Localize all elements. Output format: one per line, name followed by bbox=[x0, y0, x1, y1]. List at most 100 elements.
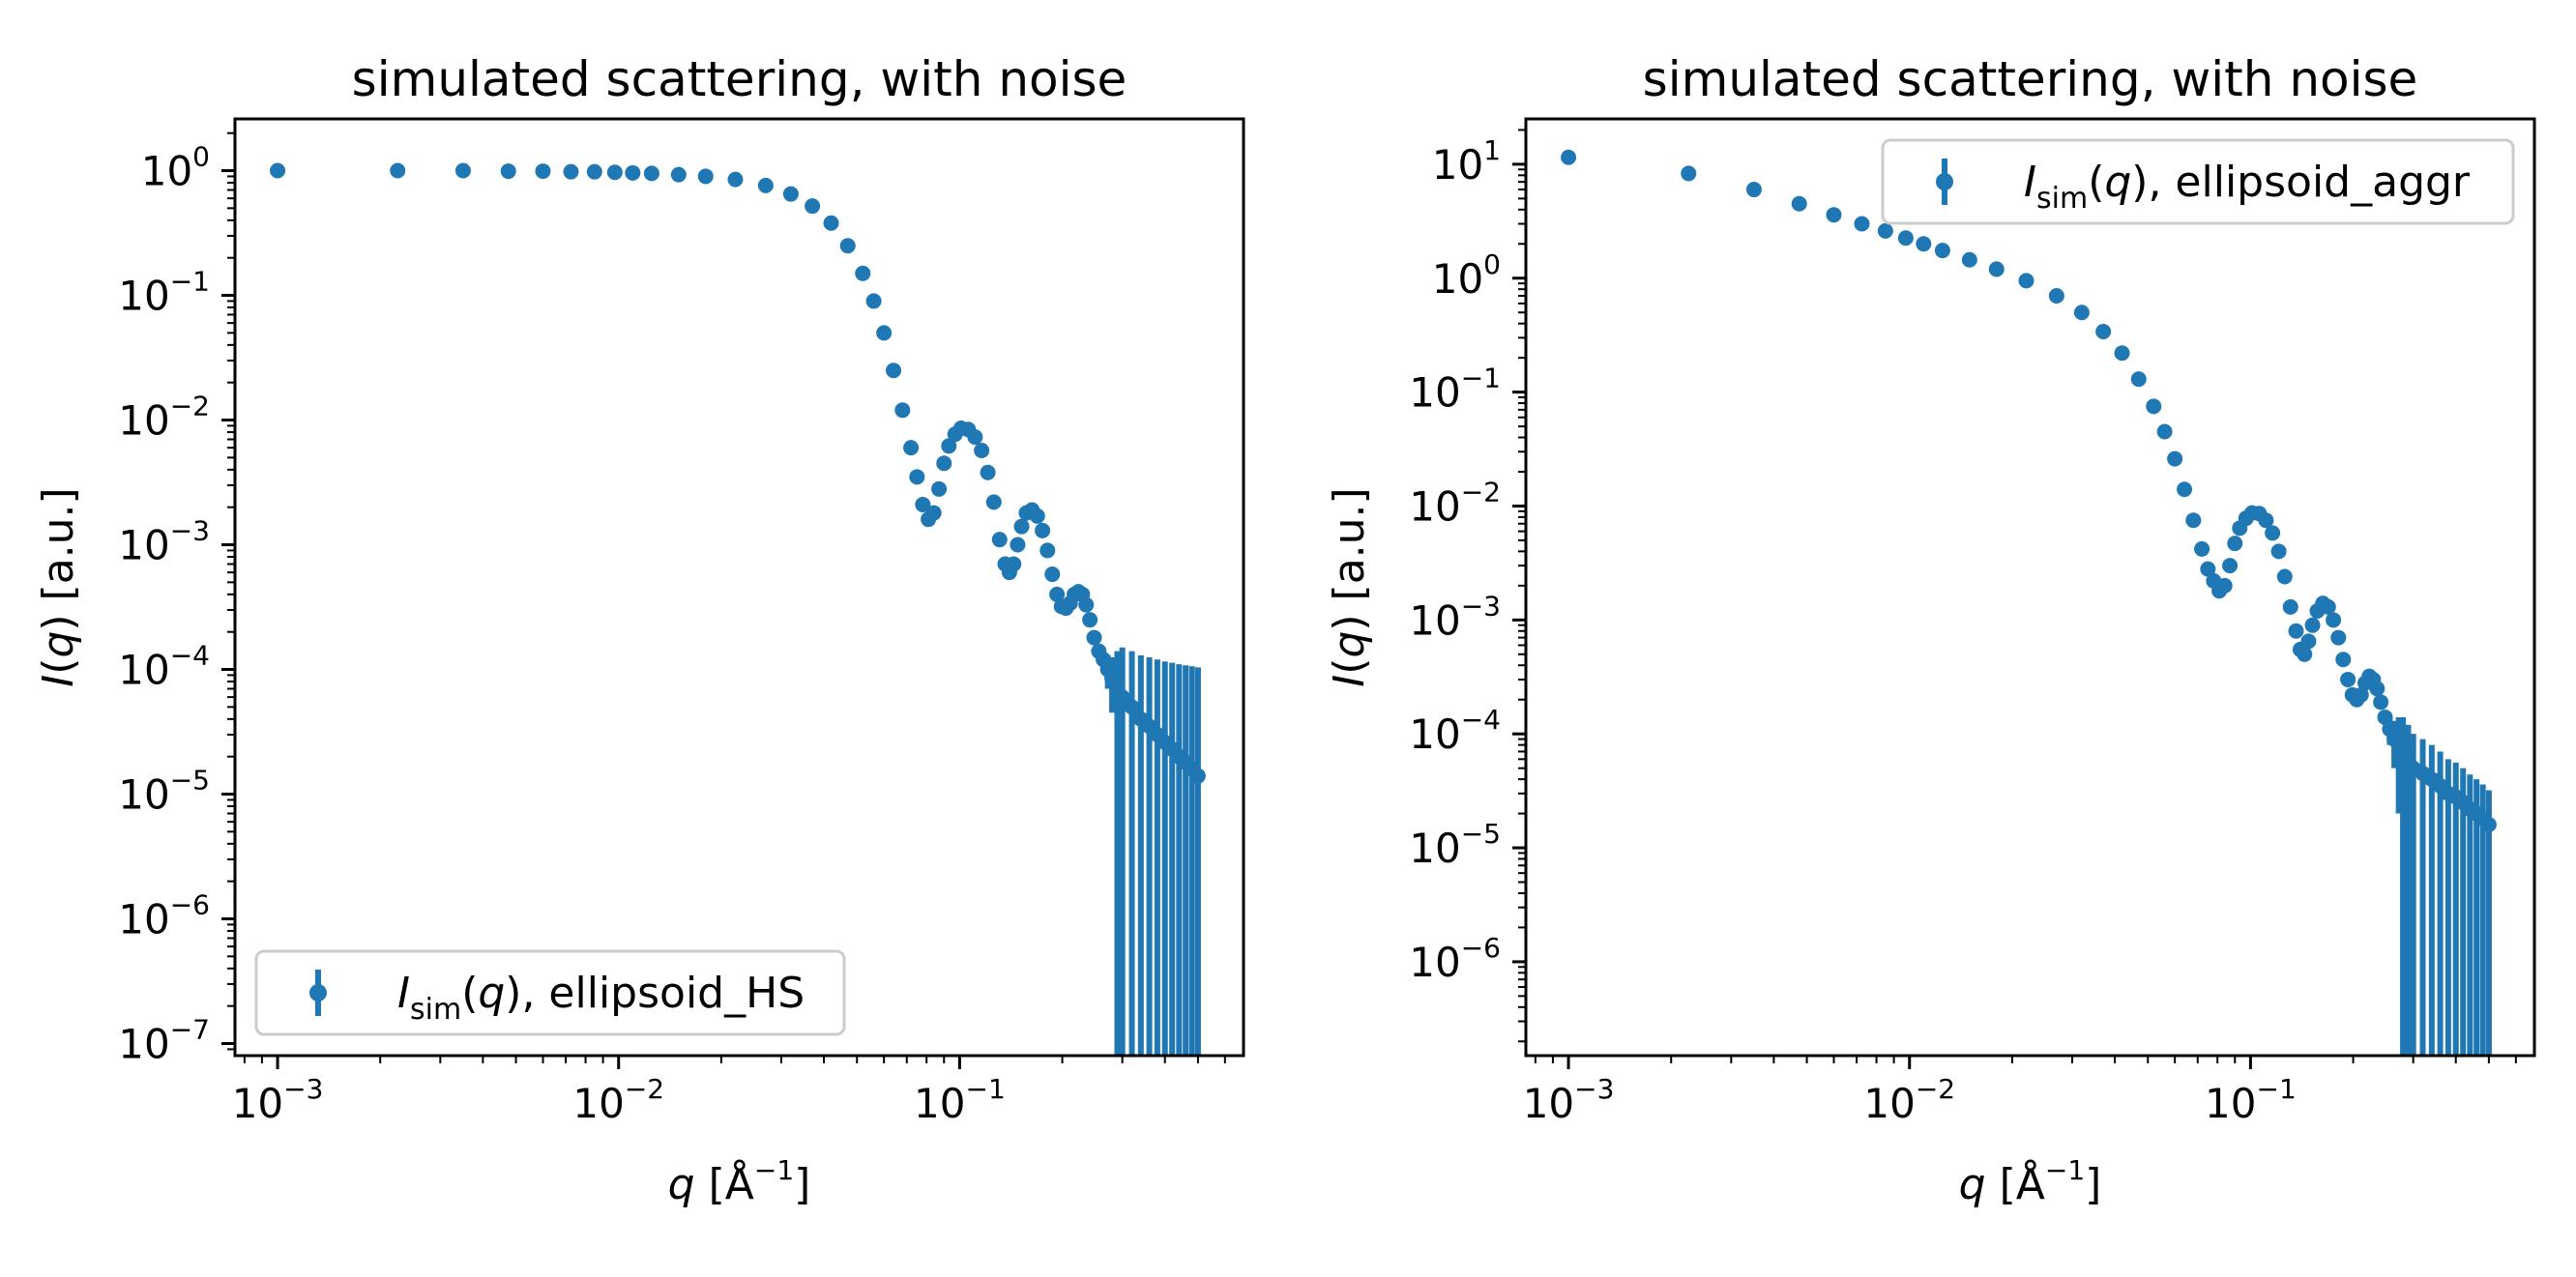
axes-frame bbox=[1524, 117, 2536, 1058]
tick-exponent: −1 bbox=[2256, 1073, 2296, 1105]
data-point bbox=[2270, 543, 2287, 560]
data-point bbox=[727, 171, 744, 188]
data-point bbox=[985, 494, 1002, 510]
data-point bbox=[1561, 149, 1577, 165]
data-point bbox=[586, 163, 602, 180]
tick-exponent: −2 bbox=[170, 391, 210, 422]
data-point bbox=[1010, 537, 1026, 553]
data-point bbox=[2320, 598, 2336, 615]
tick-base: 10 bbox=[1523, 1080, 1574, 1127]
data-point bbox=[2194, 540, 2210, 557]
data-point bbox=[1086, 629, 1102, 646]
data-point bbox=[2335, 652, 2352, 668]
y-axis-symbol: I bbox=[1325, 675, 1374, 687]
data-point bbox=[2282, 598, 2298, 615]
tick-base: 10 bbox=[1409, 369, 1460, 417]
x-tick-label: 10−2 bbox=[572, 1073, 664, 1127]
legend-subscript: sim bbox=[410, 993, 461, 1027]
tick-exponent: −4 bbox=[170, 640, 210, 672]
data-point bbox=[936, 455, 952, 472]
data-point bbox=[697, 168, 714, 185]
data-point bbox=[2222, 558, 2239, 574]
data-point bbox=[2167, 450, 2183, 467]
tick-base: 10 bbox=[141, 148, 192, 195]
legend-text: ), ellipsoid_aggr bbox=[2131, 158, 2471, 207]
tick-base: 10 bbox=[2205, 1080, 2256, 1127]
data-point bbox=[1114, 689, 1130, 706]
tick-base: 10 bbox=[1409, 825, 1460, 872]
x-tick-label: 10−2 bbox=[1863, 1073, 1955, 1127]
data-point bbox=[839, 238, 856, 254]
y-tick-label: 101 bbox=[1432, 134, 1501, 189]
y-tick-label: 10−3 bbox=[118, 515, 210, 569]
x-axis-unit-close: ] bbox=[794, 1160, 810, 1209]
axes-frame bbox=[233, 117, 1245, 1058]
data-point bbox=[1035, 522, 1051, 538]
data-point bbox=[2373, 694, 2389, 711]
y-axis-symbol: I bbox=[34, 675, 83, 687]
tick-base: 10 bbox=[232, 1080, 283, 1127]
tick-exponent: −7 bbox=[170, 1013, 210, 1045]
data-point bbox=[2177, 481, 2193, 498]
y-axis-paren-open: ( bbox=[34, 658, 83, 675]
tick-base: 10 bbox=[1863, 1080, 1915, 1127]
data-point bbox=[980, 464, 996, 480]
tick-base: 10 bbox=[118, 522, 169, 569]
tick-base: 10 bbox=[118, 896, 169, 943]
y-tick-label: 10−4 bbox=[118, 640, 210, 694]
x-axis-unit-exponent: −1 bbox=[754, 1154, 794, 1186]
data-point bbox=[903, 440, 920, 456]
x-axis-unit-close: ] bbox=[2085, 1160, 2101, 1209]
data-point bbox=[2300, 633, 2317, 650]
data-point bbox=[757, 177, 774, 193]
data-point bbox=[1854, 216, 1870, 232]
data-point bbox=[1189, 768, 1206, 784]
y-tick-label: 100 bbox=[141, 141, 210, 195]
data-point bbox=[670, 166, 687, 183]
data-point bbox=[563, 163, 579, 180]
data-point bbox=[1877, 222, 1893, 239]
tick-exponent: −3 bbox=[1574, 1073, 1614, 1105]
tick-exponent: −1 bbox=[1461, 363, 1501, 394]
data-layer bbox=[1561, 149, 2497, 1056]
y-axis-label: I(q) [a.u.] bbox=[1325, 487, 1374, 686]
x-axis-symbol: q bbox=[1959, 1160, 1986, 1209]
data-point bbox=[1029, 508, 1045, 524]
data-point bbox=[454, 162, 471, 179]
data-point bbox=[606, 164, 623, 181]
y-tick-label: 10−6 bbox=[118, 889, 210, 943]
data-point bbox=[2185, 512, 2202, 529]
tick-exponent: −2 bbox=[1916, 1073, 1955, 1105]
data-point bbox=[1897, 230, 1914, 247]
y-tick-label: 10−5 bbox=[118, 765, 210, 819]
data-point bbox=[967, 429, 983, 446]
x-axis-label: q [Å−1] bbox=[1959, 1154, 2102, 1209]
data-point bbox=[1961, 251, 1977, 268]
data-point bbox=[625, 164, 641, 181]
data-point bbox=[2340, 671, 2356, 687]
tick-exponent: −2 bbox=[1461, 476, 1501, 508]
legend-arg: q bbox=[2104, 158, 2131, 207]
tick-base: 10 bbox=[572, 1080, 624, 1127]
legend: Isim(q), ellipsoid_HS bbox=[254, 949, 846, 1036]
y-tick-label: 100 bbox=[1432, 248, 1501, 303]
data-point bbox=[1039, 542, 1056, 559]
tick-base: 10 bbox=[1432, 255, 1483, 303]
y-axis-unit: ) [a.u.] bbox=[34, 487, 83, 630]
data-point bbox=[2156, 423, 2173, 440]
data-point bbox=[643, 165, 659, 182]
x-axis-symbol: q bbox=[668, 1160, 695, 1209]
tick-base: 10 bbox=[118, 273, 169, 320]
legend: Isim(q), ellipsoid_aggr bbox=[1881, 138, 2515, 225]
legend-paren-open: ( bbox=[461, 969, 478, 1018]
data-point bbox=[1826, 207, 1842, 223]
x-tick-label: 10−1 bbox=[914, 1073, 1006, 1127]
tick-exponent: −3 bbox=[283, 1073, 323, 1105]
tick-base: 10 bbox=[1409, 482, 1460, 530]
tick-exponent: −5 bbox=[170, 765, 210, 797]
data-point bbox=[894, 402, 911, 419]
tick-base: 10 bbox=[118, 397, 169, 445]
data-point bbox=[1049, 586, 1066, 602]
